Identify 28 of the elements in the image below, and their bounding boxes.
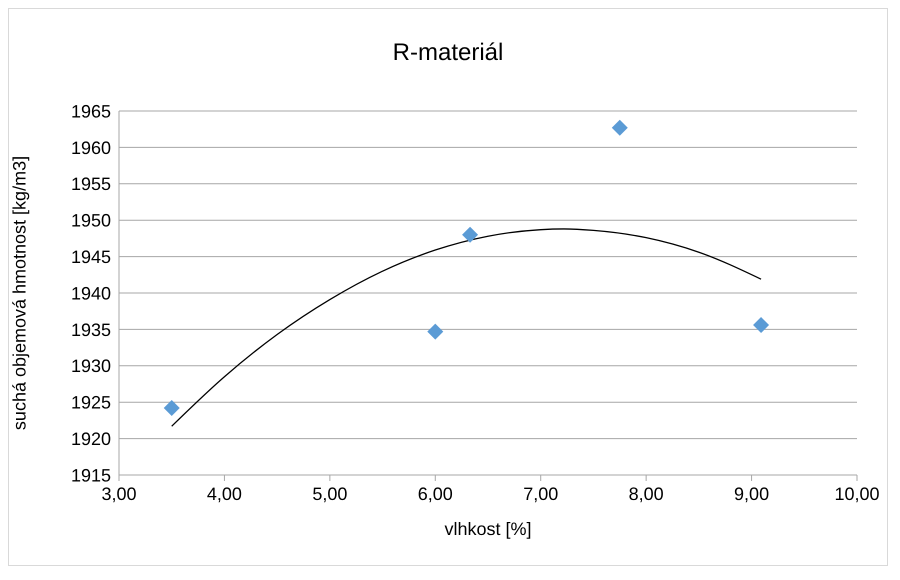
point bbox=[462, 226, 478, 243]
x-tick-label: 6,00 bbox=[418, 484, 453, 504]
y-tick-label: 1920 bbox=[70, 428, 111, 449]
x-tick-label: 3,00 bbox=[101, 484, 137, 504]
y-tick-label: 1930 bbox=[70, 356, 111, 376]
point bbox=[612, 120, 628, 136]
x-tick-label: 10,00 bbox=[834, 484, 880, 504]
y-tick-label: 1965 bbox=[70, 101, 111, 122]
x-tick-label: 9,00 bbox=[734, 484, 770, 504]
y-tick-label: 1915 bbox=[70, 465, 111, 486]
y-tick-label: 1945 bbox=[70, 246, 111, 267]
y-tick-label: 1960 bbox=[70, 138, 111, 158]
y-tick-label: 1935 bbox=[70, 320, 111, 340]
x-tick-label: 8,00 bbox=[628, 484, 664, 504]
x-tick-label: 4,00 bbox=[206, 484, 242, 504]
point bbox=[427, 324, 444, 340]
point bbox=[164, 400, 180, 416]
y-tick-label: 1955 bbox=[70, 174, 111, 194]
point bbox=[753, 317, 770, 334]
y-tick-label: 1925 bbox=[70, 392, 111, 413]
y-axis-title: suchá objemová hmotnost [kg/m3] bbox=[9, 156, 30, 430]
line-series bbox=[171, 228, 762, 427]
x-axis-title: vlhkost [%] bbox=[444, 519, 532, 539]
y-tick-label: 1940 bbox=[70, 283, 111, 304]
x-tick-label: 7,00 bbox=[523, 484, 558, 504]
y-tick-label: 1950 bbox=[70, 210, 111, 231]
chart-title: R-materiál bbox=[392, 39, 504, 67]
x-tick-label: 5,00 bbox=[312, 484, 348, 504]
